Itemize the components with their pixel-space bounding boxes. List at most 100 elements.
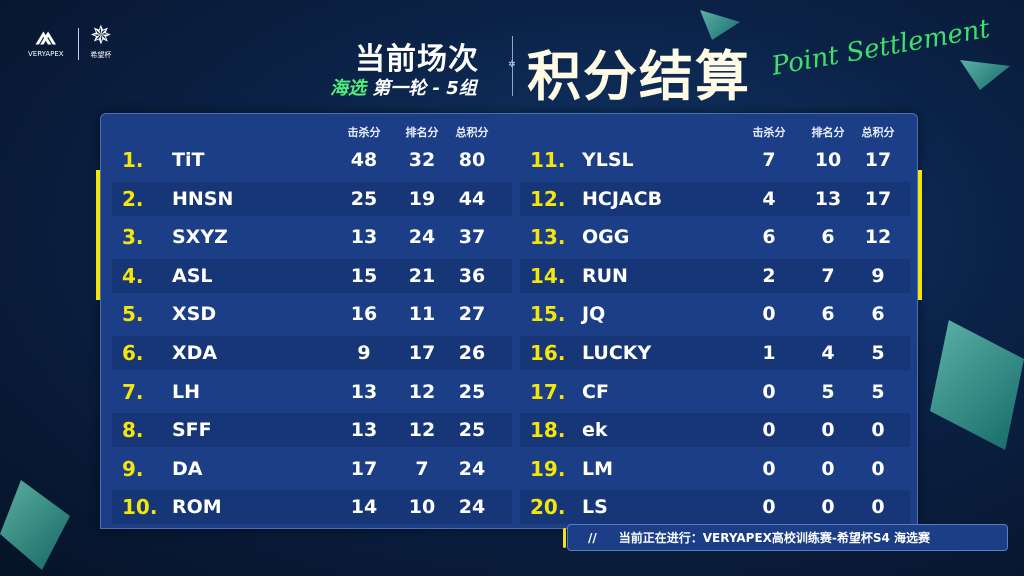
star-icon: ✲: [508, 60, 516, 70]
team-name: ek: [582, 419, 608, 442]
row-stripe: [520, 181, 910, 216]
placement-points: 12: [408, 419, 436, 442]
total-points: 0: [871, 457, 885, 480]
script-title: Point Settlement: [769, 13, 993, 82]
row-stripe: [112, 181, 512, 216]
total-points: 12: [864, 226, 892, 249]
cup-logo: ✵ 希望杯: [90, 21, 112, 59]
team-name: LM: [582, 457, 614, 480]
total-points: 9: [871, 264, 885, 287]
kill-points: 13: [350, 419, 378, 442]
placement-points: 6: [821, 303, 835, 326]
total-points: 37: [458, 226, 486, 249]
total-points: 17: [864, 187, 892, 210]
match-info: 海选 第一轮 - 5组: [330, 74, 477, 100]
rank: 20.: [530, 495, 566, 520]
team-name: OGG: [582, 226, 630, 249]
kill-points: 0: [762, 380, 776, 403]
kill-points: 25: [350, 187, 378, 210]
ticker-prefix: //: [588, 530, 597, 545]
logo-text: VERYAPEX: [28, 50, 64, 58]
placement-points: 0: [821, 457, 835, 480]
team-name: SXYZ: [172, 226, 228, 249]
column-header: 排名分: [811, 126, 845, 139]
rank: 1.: [122, 148, 144, 172]
decor-shard: [0, 480, 70, 570]
placement-points: 5: [821, 380, 835, 403]
placement-points: 21: [408, 264, 436, 287]
placement-points: 0: [821, 496, 835, 519]
team-name: SFF: [172, 419, 212, 442]
rank: 9.: [122, 456, 144, 481]
rank: 13.: [530, 225, 566, 250]
rank: 12.: [530, 186, 566, 211]
team-name: DA: [172, 457, 203, 480]
total-points: 25: [458, 380, 486, 403]
placement-points: 12: [408, 380, 436, 403]
kill-points: 9: [357, 342, 371, 364]
total-points: 17: [864, 149, 892, 171]
rank: 14.: [530, 263, 566, 288]
team-name: LH: [172, 380, 201, 403]
kill-points: 6: [762, 226, 776, 249]
logo-text: 希望杯: [90, 51, 112, 59]
rank: 15.: [530, 302, 566, 327]
kill-points: 15: [350, 264, 378, 287]
total-points: 0: [871, 496, 885, 519]
placement-points: 10: [814, 149, 842, 171]
total-points: 80: [458, 149, 486, 171]
placement-points: 4: [821, 342, 835, 364]
column-header: 击杀分: [752, 126, 786, 139]
ticker-text: 当前正在进行：VERYAPEX高校训练赛-希望杯S4 海选赛: [618, 531, 931, 545]
kill-points: 7: [762, 149, 776, 171]
right-accent: [918, 170, 922, 300]
row-stripe: [112, 490, 512, 525]
team-name: ASL: [172, 264, 213, 287]
team-name: LS: [582, 496, 608, 519]
team-name: RUN: [582, 264, 628, 287]
rank: 6.: [122, 341, 144, 365]
ticker-bar: // 当前正在进行：VERYAPEX高校训练赛-希望杯S4 海选赛: [563, 524, 1008, 551]
total-points: 5: [871, 342, 885, 364]
kill-points: 16: [350, 303, 378, 326]
total-points: 24: [458, 496, 486, 519]
kill-points: 13: [350, 226, 378, 249]
rank: 16.: [530, 341, 566, 365]
placement-points: 7: [821, 264, 835, 287]
team-name: HCJACB: [582, 187, 663, 210]
kill-points: 0: [762, 419, 776, 442]
total-points: 25: [458, 419, 486, 442]
decor-shard: [960, 60, 1010, 90]
team-name: HNSN: [172, 187, 234, 210]
row-stripe: [112, 258, 512, 293]
placement-points: 32: [408, 149, 436, 171]
main-title: 积分结算: [527, 45, 751, 108]
kill-points: 4: [762, 187, 776, 210]
rank: 5.: [122, 302, 144, 327]
total-points: 44: [458, 187, 486, 210]
row-stripe: [112, 336, 512, 370]
stage-label: 海选: [330, 78, 366, 99]
team-name: CF: [582, 380, 609, 403]
placement-points: 17: [408, 342, 436, 364]
decor-shard: [930, 320, 1024, 450]
total-points: 36: [458, 264, 486, 287]
team-name: TiT: [172, 149, 205, 171]
rank: 4.: [122, 263, 144, 288]
left-accent: [96, 170, 100, 300]
veryapex-logo: ⩕ VERYAPEX: [28, 21, 64, 58]
placement-points: 13: [814, 187, 842, 210]
placement-points: 24: [408, 226, 436, 249]
total-points: 27: [458, 303, 486, 326]
column-header: 击杀分: [347, 126, 381, 139]
rank: 7.: [122, 379, 144, 404]
kill-points: 17: [350, 457, 378, 480]
rank: 10.: [122, 495, 158, 520]
placement-points: 11: [408, 303, 436, 326]
placement-points: 19: [408, 187, 436, 210]
page-title: 当前场次: [355, 42, 479, 77]
title-divider: [512, 36, 513, 96]
row-stripe: [520, 490, 910, 525]
row-stripe: [112, 413, 512, 448]
rank: 11.: [530, 148, 566, 172]
